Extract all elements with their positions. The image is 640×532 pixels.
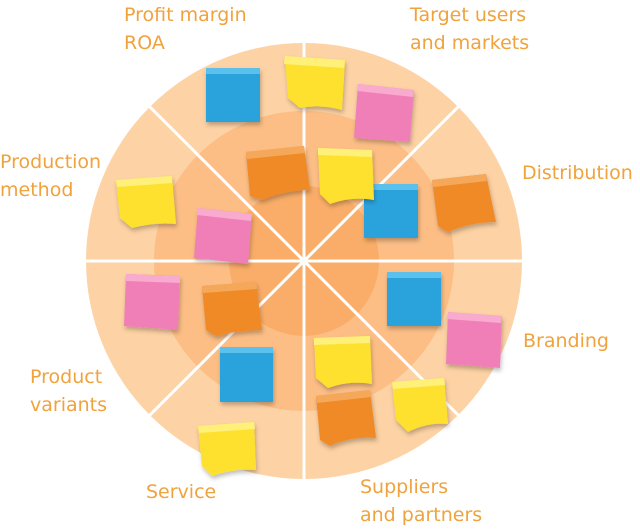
sticky-note-yellow [284,56,345,110]
sticky-note-pink [194,208,252,264]
dividers [84,41,524,481]
sticky-note-blue [220,347,273,402]
label-branding: Branding [523,330,609,352]
sticky-note-orange [432,174,496,232]
label-target-users: Target users and markets [410,4,530,54]
sticky-note-orange [202,282,262,336]
sticky-note-blue [206,68,260,122]
sticky-note-pink [354,84,414,142]
sticky-note-pink [446,312,502,368]
sticky-note-orange [316,390,376,446]
sticky-note-pink [124,274,180,330]
sticky-note-yellow [198,422,256,476]
label-service: Service [146,481,217,503]
notes [116,56,502,476]
label-product-variants: Product variants [30,366,108,416]
label-suppliers: Suppliers and partners [360,476,483,526]
label-production-method: Production method [0,151,102,201]
label-distribution: Distribution [522,162,633,184]
sticky-note-yellow [318,148,374,204]
sticky-note-orange [246,146,310,200]
sticky-note-yellow [116,176,176,228]
sticky-note-blue [387,272,441,326]
label-profit-margin: Profit margin ROA [124,4,247,54]
sticky-note-yellow [392,378,448,432]
sticky-note-yellow [314,336,372,388]
